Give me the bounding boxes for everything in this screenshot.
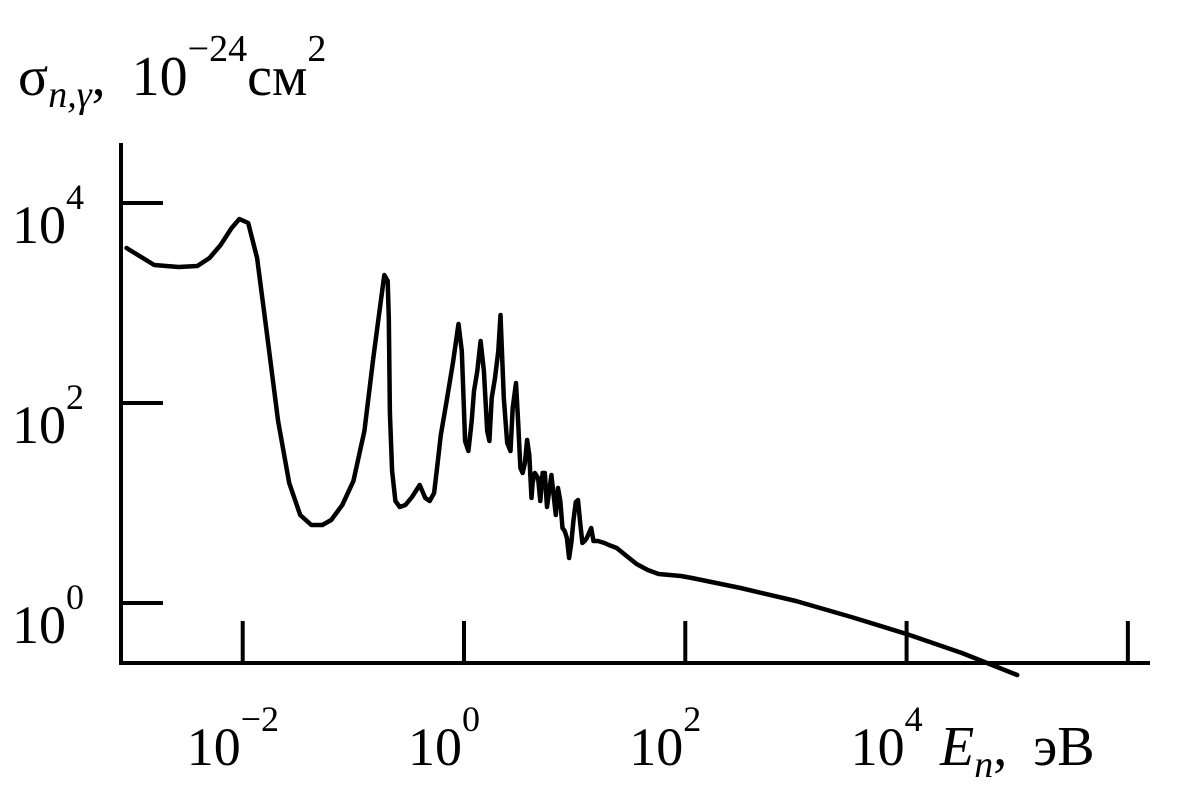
x-tick-label-exponent: 2 — [683, 699, 701, 739]
x-tick-label: 100 — [408, 699, 480, 777]
x-tick-label-exponent: 4 — [905, 699, 923, 739]
x-tick-label-mantissa: 10 — [851, 717, 905, 777]
x-axis-label-separator: , — [993, 716, 1007, 778]
y-tick-label: 100 — [12, 577, 84, 655]
x-tick-label-mantissa: 10 — [187, 717, 241, 777]
y-tick-label-exponent: 2 — [66, 377, 84, 417]
x-axis-label: En, эВ — [939, 716, 1095, 786]
x-tick-label-exponent: −2 — [241, 699, 279, 739]
x-axis-label-subscript: n — [974, 744, 993, 786]
y-tick-label-mantissa: 10 — [12, 595, 66, 655]
y-axis-label-mantissa: 10 — [132, 46, 188, 108]
x-tick-label-exponent: 0 — [462, 699, 480, 739]
y-tick-label: 104 — [12, 177, 84, 255]
y-axis-label-exponent: −24 — [188, 28, 247, 70]
x-tick-label-mantissa: 10 — [408, 717, 462, 777]
y-tick-label-exponent: 0 — [66, 577, 84, 617]
x-tick-label-mantissa: 10 — [629, 717, 683, 777]
y-tick-label: 102 — [12, 377, 84, 455]
x-tick-label: 10−2 — [187, 699, 279, 777]
y-axis-label-unit-exponent: 2 — [307, 28, 326, 70]
y-tick-label-exponent: 4 — [66, 177, 84, 217]
y-tick-label-mantissa: 10 — [12, 395, 66, 455]
y-axis-label-sigma: σ — [18, 46, 48, 108]
x-axis-label-variable: E — [939, 716, 974, 778]
y-axis-label-separator: , — [92, 46, 106, 108]
y-axis-label: σn,γ, 10−24см2 — [18, 28, 326, 116]
x-tick-label: 102 — [629, 699, 701, 777]
x-axis-label-unit: эВ — [1033, 716, 1094, 778]
y-tick-label-mantissa: 10 — [12, 195, 66, 255]
x-tick-label: 104 — [851, 699, 923, 777]
y-axis-label-unit: см — [247, 46, 307, 108]
cross-section-curve — [124, 216, 1020, 678]
y-axis-label-subscript: n,γ — [48, 74, 93, 116]
